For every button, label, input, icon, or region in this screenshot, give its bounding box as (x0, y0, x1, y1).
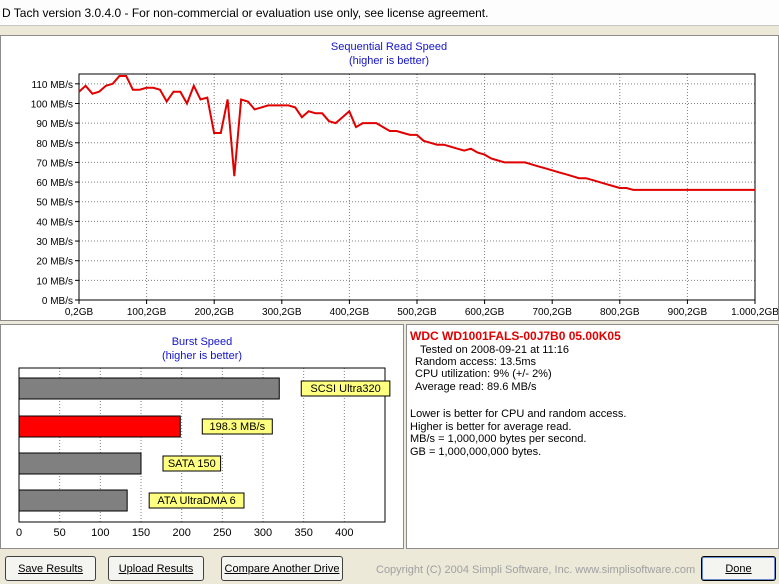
average-read: Average read: 89.6 MB/s (415, 381, 537, 393)
burst-chart-title: Burst Speed (172, 336, 233, 348)
seq-x-tick-label: 200,2GB (194, 307, 234, 318)
seq-x-tick-label: 0,2GB (65, 307, 94, 318)
title-bar: D Tach version 3.0.4.0 - For non-commerc… (0, 0, 779, 26)
seq-y-tick-label: 0 MB/s (42, 296, 73, 307)
burst-speed-panel: Burst Speed (higher is better) 0 50 100 150 20… (0, 324, 404, 549)
seq-x-tick-label: 400,2GB (330, 307, 370, 318)
burst-speed-chart: Burst Speed (higher is better) 0 50 100 150 20… (16, 336, 391, 539)
burst-bar-label-box (300, 380, 391, 397)
seq-x-tick-label: 700,2GB (532, 307, 572, 318)
tested-date: Tested on 2008-09-21 at 11:16 (420, 344, 570, 356)
burst-bar-label: 198.3 MB/s (209, 421, 265, 433)
burst-chart-subtitle: (higher is better) (162, 350, 242, 362)
seq-y-tick-label: 40 MB/s (36, 217, 73, 228)
burst-bar (18, 415, 181, 438)
seq-chart-title: Sequential Read Speed (331, 41, 447, 53)
copyright-text: Copyright (C) 2004 Simpli Software, Inc.… (376, 564, 696, 576)
burst-bar-label-box (148, 492, 245, 509)
burst-x-tick-label: 250 (213, 527, 231, 539)
note-mbs-definition: MB/s = 1,000,000 bytes per second. (410, 433, 587, 445)
seq-x-tick-label: 100,2GB (127, 307, 167, 318)
burst-bar (18, 377, 280, 400)
burst-bar (18, 452, 142, 475)
drive-info-panel: WDC WD1001FALS-00J7B0 05.00K05 Tested on… (406, 324, 779, 549)
window-title: D Tach version 3.0.4.0 - For non-commerc… (2, 6, 489, 20)
seq-plot-border (78, 73, 756, 301)
seq-x-tick-label: 300,2GB (262, 307, 302, 318)
seq-x-tick-label: 500,2GB (397, 307, 437, 318)
seq-x-tick-label: 800,2GB (600, 307, 640, 318)
cpu-utilization: CPU utilization: 9% (+/- 2%) (415, 368, 552, 380)
seq-x-tick-label: 900,2GB (668, 307, 708, 318)
burst-x-tick-label: 300 (254, 527, 272, 539)
upload-results-button[interactable]: Upload Results (108, 556, 204, 581)
seq-y-tick-label: 70 MB/s (36, 158, 73, 169)
seq-y-tick-label: 60 MB/s (36, 178, 73, 189)
burst-x-tick-label: 150 (132, 527, 150, 539)
seq-y-tick-label: 100 MB/s (31, 99, 73, 110)
burst-x-tick-label: 100 (91, 527, 109, 539)
compare-another-drive-button[interactable]: Compare Another Drive (221, 556, 343, 581)
seq-plot-area (79, 74, 755, 300)
seq-y-tick-label: 10 MB/s (36, 276, 73, 287)
seq-chart-subtitle: (higher is better) (349, 55, 429, 67)
burst-x-tick-label: 350 (294, 527, 312, 539)
seq-x-tick-label: 1.000,2GB (731, 307, 778, 318)
seq-read-line (78, 75, 755, 191)
burst-bar-label-box (162, 455, 222, 472)
seq-y-tick-label: 90 MB/s (36, 119, 73, 130)
burst-x-tick-label: 0 (16, 527, 22, 539)
sequential-read-panel: Sequential Read Speed (higher is better) 0… (0, 35, 779, 321)
seq-y-tick-label: 30 MB/s (36, 237, 73, 248)
done-button[interactable]: Done (701, 556, 776, 581)
burst-bar-label: SCSI Ultra320 (310, 383, 380, 395)
note-higher-better: Higher is better for average read. (410, 421, 572, 433)
seq-y-tick-label: 110 MB/s (32, 80, 74, 91)
burst-plot-border (18, 367, 386, 523)
burst-bar (18, 489, 128, 512)
note-gb-definition: GB = 1,000,000,000 bytes. (410, 446, 542, 458)
save-results-button[interactable]: Save Results (5, 556, 96, 581)
burst-x-tick-label: 200 (172, 527, 190, 539)
burst-bar-label-box (201, 418, 273, 435)
burst-bar-label: SATA 150 (168, 458, 216, 470)
drive-model: WDC WD1001FALS-00J7B0 05.00K05 (410, 329, 621, 343)
seq-x-tick-label: 600,2GB (465, 307, 505, 318)
seq-y-tick-label: 50 MB/s (36, 198, 73, 209)
note-lower-better: Lower is better for CPU and random acces… (410, 408, 627, 420)
seq-y-tick-label: 20 MB/s (36, 257, 73, 268)
sequential-read-chart: Sequential Read Speed (higher is better) 0… (31, 41, 778, 318)
seq-y-tick-label: 80 MB/s (36, 139, 73, 150)
burst-x-tick-label: 50 (54, 527, 66, 539)
burst-bar-label: ATA UltraDMA 6 (157, 495, 235, 507)
random-access: Random access: 13.5ms (415, 356, 537, 368)
burst-x-tick-label: 400 (335, 527, 353, 539)
